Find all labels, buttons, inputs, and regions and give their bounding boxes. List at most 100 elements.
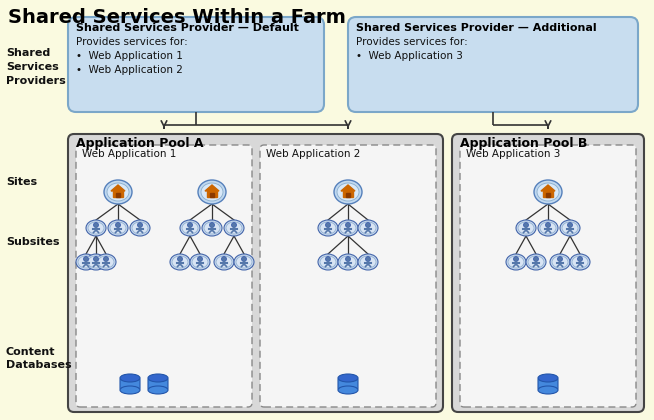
Circle shape — [177, 257, 182, 262]
Text: •  Web Application 2: • Web Application 2 — [76, 65, 183, 75]
Circle shape — [366, 223, 371, 228]
FancyBboxPatch shape — [260, 145, 436, 407]
Text: Application Pool A: Application Pool A — [76, 137, 203, 150]
Ellipse shape — [201, 183, 223, 201]
Ellipse shape — [552, 256, 568, 268]
Ellipse shape — [76, 254, 96, 270]
Text: •  Web Application 1: • Web Application 1 — [76, 51, 183, 61]
Ellipse shape — [104, 180, 132, 204]
Ellipse shape — [190, 254, 210, 270]
FancyBboxPatch shape — [348, 17, 638, 112]
Ellipse shape — [540, 222, 556, 234]
Text: Web Application 1: Web Application 1 — [82, 149, 177, 159]
Polygon shape — [207, 191, 217, 197]
Ellipse shape — [110, 222, 126, 234]
Ellipse shape — [340, 222, 356, 234]
Ellipse shape — [338, 220, 358, 236]
Ellipse shape — [78, 256, 94, 268]
Ellipse shape — [88, 256, 104, 268]
Ellipse shape — [204, 222, 220, 234]
Circle shape — [568, 223, 572, 228]
Ellipse shape — [202, 220, 222, 236]
Ellipse shape — [538, 374, 558, 382]
Ellipse shape — [226, 222, 242, 234]
FancyBboxPatch shape — [338, 378, 358, 390]
Text: Web Application 3: Web Application 3 — [466, 149, 560, 159]
Ellipse shape — [538, 220, 558, 236]
Polygon shape — [543, 191, 553, 197]
Ellipse shape — [216, 256, 232, 268]
Circle shape — [222, 257, 226, 262]
Text: Shared Services Provider — Additional: Shared Services Provider — Additional — [356, 23, 596, 33]
Text: Shared Services Within a Farm: Shared Services Within a Farm — [8, 8, 346, 27]
Circle shape — [84, 257, 88, 262]
FancyBboxPatch shape — [538, 378, 558, 390]
Ellipse shape — [537, 183, 559, 201]
Ellipse shape — [236, 256, 252, 268]
Circle shape — [534, 257, 538, 262]
Polygon shape — [546, 193, 550, 197]
Ellipse shape — [570, 254, 590, 270]
Ellipse shape — [338, 254, 358, 270]
Ellipse shape — [506, 254, 526, 270]
Text: Sites: Sites — [6, 177, 37, 187]
FancyBboxPatch shape — [68, 17, 324, 112]
Ellipse shape — [340, 256, 356, 268]
Polygon shape — [346, 193, 350, 197]
Ellipse shape — [172, 256, 188, 268]
Ellipse shape — [334, 180, 362, 204]
Ellipse shape — [572, 256, 588, 268]
Text: •  Web Application 3: • Web Application 3 — [356, 51, 463, 61]
FancyBboxPatch shape — [76, 145, 252, 407]
Ellipse shape — [108, 220, 128, 236]
Ellipse shape — [224, 220, 244, 236]
Polygon shape — [343, 191, 353, 197]
Ellipse shape — [360, 222, 376, 234]
Circle shape — [345, 257, 351, 262]
Ellipse shape — [338, 386, 358, 394]
FancyBboxPatch shape — [452, 134, 644, 412]
Circle shape — [94, 223, 99, 228]
Ellipse shape — [120, 386, 140, 394]
Ellipse shape — [180, 220, 200, 236]
Circle shape — [577, 257, 583, 262]
Ellipse shape — [337, 183, 359, 201]
FancyBboxPatch shape — [460, 145, 636, 407]
Circle shape — [116, 223, 120, 228]
Ellipse shape — [198, 180, 226, 204]
Circle shape — [513, 257, 519, 262]
Ellipse shape — [318, 254, 338, 270]
Circle shape — [232, 223, 237, 228]
Ellipse shape — [516, 220, 536, 236]
Circle shape — [326, 223, 330, 228]
Ellipse shape — [234, 254, 254, 270]
Text: Web Application 2: Web Application 2 — [266, 149, 360, 159]
Text: Provides services for:: Provides services for: — [76, 37, 188, 47]
Ellipse shape — [358, 220, 378, 236]
Text: Shared Services Provider — Default: Shared Services Provider — Default — [76, 23, 299, 33]
Polygon shape — [205, 185, 219, 191]
Ellipse shape — [148, 374, 168, 382]
Text: Subsites: Subsites — [6, 237, 60, 247]
Ellipse shape — [508, 256, 524, 268]
Polygon shape — [541, 185, 555, 191]
Circle shape — [137, 223, 143, 228]
Ellipse shape — [562, 222, 578, 234]
Ellipse shape — [86, 220, 106, 236]
FancyBboxPatch shape — [148, 378, 168, 390]
Ellipse shape — [338, 374, 358, 382]
Polygon shape — [341, 185, 355, 191]
Ellipse shape — [86, 254, 106, 270]
Text: Shared
Services
Providers: Shared Services Providers — [6, 48, 66, 86]
Circle shape — [345, 223, 351, 228]
Ellipse shape — [130, 220, 150, 236]
Ellipse shape — [192, 256, 208, 268]
Ellipse shape — [170, 254, 190, 270]
FancyBboxPatch shape — [68, 134, 443, 412]
Ellipse shape — [534, 180, 562, 204]
FancyBboxPatch shape — [120, 378, 140, 390]
Circle shape — [557, 257, 562, 262]
Circle shape — [545, 223, 551, 228]
Circle shape — [188, 223, 192, 228]
Ellipse shape — [560, 220, 580, 236]
